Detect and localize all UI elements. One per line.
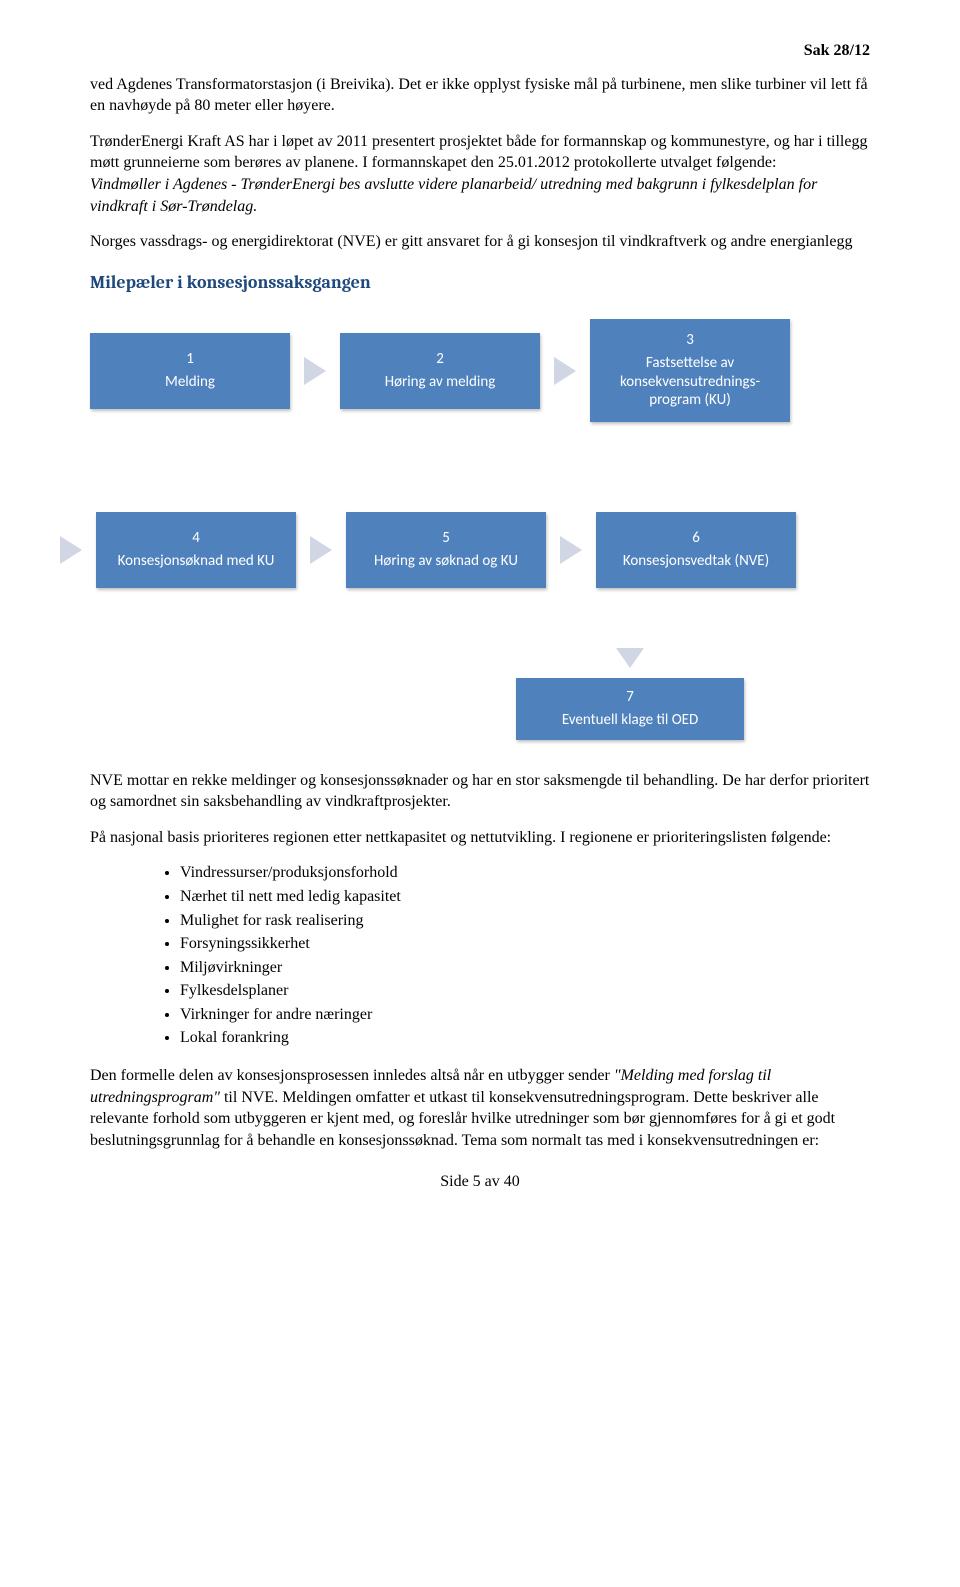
paragraph-2: TrønderEnergi Kraft AS har i løpet av 20… xyxy=(90,131,870,217)
paragraph-2-quote: Vindmøller i Agdenes - TrønderEnergi bes… xyxy=(90,176,817,215)
flow-box-num: 4 xyxy=(106,529,286,548)
flow-box-label: Konsesjonsvedtak (NVE) xyxy=(606,552,786,571)
flow-row-2: 4 Konsesjonsøknad med KU 5 Høring av søk… xyxy=(90,512,870,588)
list-item: Nærhet til nett med ledig kapasitet xyxy=(180,886,870,908)
flow-row-3: 7 Eventuell klage til OED xyxy=(90,678,870,740)
flow-box-4: 4 Konsesjonsøknad med KU xyxy=(96,512,296,588)
list-item: Mulighet for rask realisering xyxy=(180,910,870,932)
flow-box-num: 7 xyxy=(528,688,732,707)
paragraph-5: På nasjonal basis prioriteres regionen e… xyxy=(90,827,870,849)
paragraph-3: Norges vassdrags- og energidirektorat (N… xyxy=(90,231,870,253)
arrow-icon xyxy=(310,536,332,564)
page-footer: Side 5 av 40 xyxy=(90,1171,870,1193)
priority-list: Vindressurser/produksjonsforhold Nærhet … xyxy=(180,862,870,1049)
flow-box-label: Høring av søknad og KU xyxy=(356,552,536,571)
list-item: Lokal forankring xyxy=(180,1027,870,1049)
paragraph-6a: Den formelle delen av konsesjonsprosesse… xyxy=(90,1067,614,1084)
paragraph-4: NVE mottar en rekke meldinger og konsesj… xyxy=(90,770,870,813)
page-header-sak: Sak 28/12 xyxy=(90,40,870,62)
flow-box-1: 1 Melding xyxy=(90,333,290,409)
list-item: Fylkesdelsplaner xyxy=(180,980,870,1002)
flow-box-6: 6 Konsesjonsvedtak (NVE) xyxy=(596,512,796,588)
list-item: Forsyningssikkerhet xyxy=(180,933,870,955)
flow-box-label: Fastsettelse av konsekvensutrednings-pro… xyxy=(600,354,780,410)
flow-box-label: Melding xyxy=(100,373,280,392)
milestone-heading: Milepæler i konsesjonssaksgangen xyxy=(90,271,870,295)
arrow-icon xyxy=(560,536,582,564)
flow-row-1: 1 Melding 2 Høring av melding 3 Fastsett… xyxy=(90,319,870,422)
flow-box-num: 3 xyxy=(600,331,780,350)
flow-box-2: 2 Høring av melding xyxy=(340,333,540,409)
arrow-icon xyxy=(304,357,326,385)
flow-box-5: 5 Høring av søknad og KU xyxy=(346,512,546,588)
flow-box-num: 6 xyxy=(606,529,786,548)
flowchart: 1 Melding 2 Høring av melding 3 Fastsett… xyxy=(90,319,870,740)
flow-box-num: 1 xyxy=(100,350,280,369)
arrow-icon xyxy=(554,357,576,385)
paragraph-6: Den formelle delen av konsesjonsprosesse… xyxy=(90,1065,870,1151)
flow-box-label: Høring av melding xyxy=(350,373,530,392)
arrow-down-icon xyxy=(616,648,644,668)
list-item: Virkninger for andre næringer xyxy=(180,1004,870,1026)
flow-box-3: 3 Fastsettelse av konsekvensutrednings-p… xyxy=(590,319,790,422)
flow-box-label: Eventuell klage til OED xyxy=(528,711,732,730)
arrow-icon xyxy=(60,536,82,564)
flow-box-7: 7 Eventuell klage til OED xyxy=(516,678,744,740)
list-item: Vindressurser/produksjonsforhold xyxy=(180,862,870,884)
list-item: Miljøvirkninger xyxy=(180,957,870,979)
paragraph-1: ved Agdenes Transformatorstasjon (i Brei… xyxy=(90,74,870,117)
down-arrow-wrap xyxy=(90,648,870,668)
flow-box-label: Konsesjonsøknad med KU xyxy=(106,552,286,571)
flow-box-num: 2 xyxy=(350,350,530,369)
flow-box-num: 5 xyxy=(356,529,536,548)
paragraph-2-lead: TrønderEnergi Kraft AS har i løpet av 20… xyxy=(90,133,867,172)
